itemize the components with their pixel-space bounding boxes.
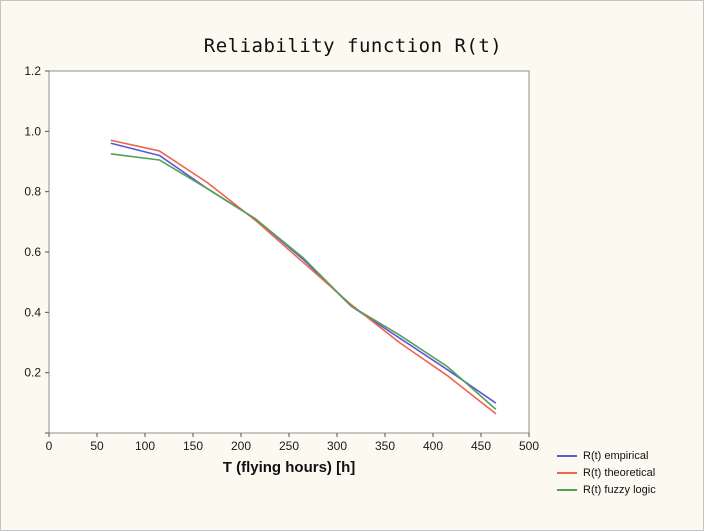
legend-swatch-theoretical	[557, 471, 577, 474]
legend-label-fuzzy: R(t) fuzzy logic	[583, 483, 656, 496]
svg-text:450: 450	[471, 439, 491, 453]
chart-title: Reliability function R(t)	[203, 35, 503, 57]
svg-text:0.6: 0.6	[24, 245, 41, 259]
svg-text:150: 150	[183, 439, 203, 453]
legend-label-theoretical: R(t) theoretical	[583, 466, 656, 479]
legend-swatch-fuzzy	[557, 488, 577, 491]
svg-text:100: 100	[135, 439, 155, 453]
svg-text:500: 500	[519, 439, 539, 453]
legend-item-fuzzy: R(t) fuzzy logic	[557, 483, 656, 496]
legend: R(t) empirical R(t) theoretical R(t) fuz…	[557, 449, 656, 496]
svg-text:0: 0	[46, 439, 53, 453]
svg-text:0.2: 0.2	[24, 366, 41, 380]
svg-text:50: 50	[90, 439, 104, 453]
x-axis-label: T (flying hours) [h]	[222, 459, 356, 476]
svg-text:0.4: 0.4	[24, 305, 41, 319]
svg-text:0.8: 0.8	[24, 185, 41, 199]
svg-text:1.2: 1.2	[24, 64, 41, 78]
legend-item-empirical: R(t) empirical	[557, 449, 656, 462]
svg-text:200: 200	[231, 439, 251, 453]
svg-text:1.0: 1.0	[24, 124, 41, 138]
svg-text:350: 350	[375, 439, 395, 453]
legend-swatch-empirical	[557, 454, 577, 457]
svg-text:250: 250	[279, 439, 299, 453]
legend-item-theoretical: R(t) theoretical	[557, 466, 656, 479]
legend-label-empirical: R(t) empirical	[583, 449, 649, 462]
svg-text:300: 300	[327, 439, 347, 453]
svg-text:400: 400	[423, 439, 443, 453]
